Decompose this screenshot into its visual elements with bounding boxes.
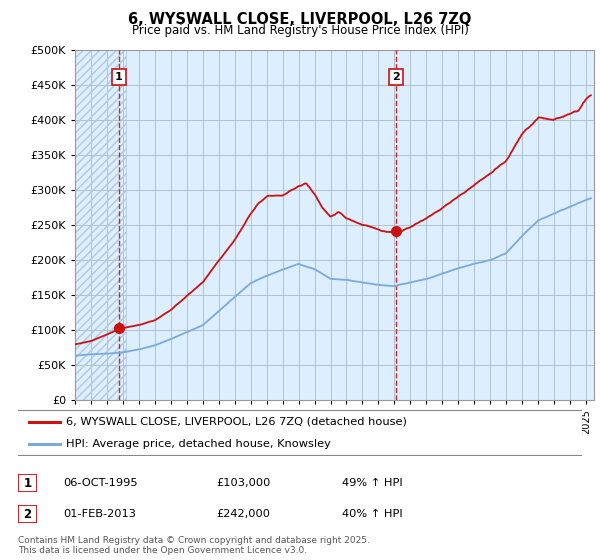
Text: 2: 2: [392, 72, 400, 82]
FancyBboxPatch shape: [18, 505, 37, 523]
Text: 1: 1: [23, 477, 32, 490]
Text: 2: 2: [23, 507, 32, 521]
Text: HPI: Average price, detached house, Knowsley: HPI: Average price, detached house, Know…: [66, 438, 331, 449]
Text: 06-OCT-1995: 06-OCT-1995: [63, 478, 137, 488]
Text: 1: 1: [115, 72, 123, 82]
Text: £103,000: £103,000: [216, 478, 271, 488]
FancyBboxPatch shape: [18, 474, 37, 492]
Text: Price paid vs. HM Land Registry's House Price Index (HPI): Price paid vs. HM Land Registry's House …: [131, 24, 469, 37]
Text: £242,000: £242,000: [216, 509, 270, 519]
Text: 01-FEB-2013: 01-FEB-2013: [63, 509, 136, 519]
Text: 6, WYSWALL CLOSE, LIVERPOOL, L26 7ZQ (detached house): 6, WYSWALL CLOSE, LIVERPOOL, L26 7ZQ (de…: [66, 417, 407, 427]
Text: Contains HM Land Registry data © Crown copyright and database right 2025.
This d: Contains HM Land Registry data © Crown c…: [18, 536, 370, 556]
FancyBboxPatch shape: [15, 410, 584, 455]
Text: 40% ↑ HPI: 40% ↑ HPI: [342, 509, 403, 519]
Text: 6, WYSWALL CLOSE, LIVERPOOL, L26 7ZQ: 6, WYSWALL CLOSE, LIVERPOOL, L26 7ZQ: [128, 12, 472, 27]
Text: 49% ↑ HPI: 49% ↑ HPI: [342, 478, 403, 488]
